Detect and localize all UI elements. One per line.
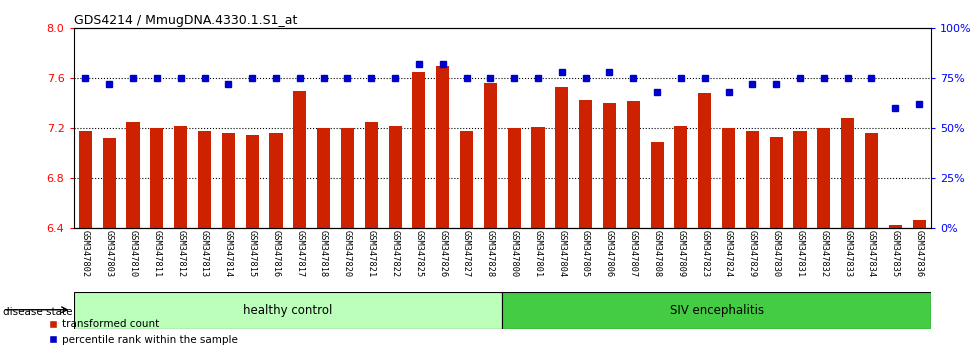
Text: GSM347803: GSM347803 [105, 230, 114, 277]
Text: GSM347807: GSM347807 [629, 230, 638, 277]
Bar [531, 127, 545, 228]
Text: GSM347830: GSM347830 [771, 230, 781, 277]
Bar [817, 129, 830, 228]
Bar [674, 126, 687, 228]
Text: SIV encephalitis: SIV encephalitis [669, 304, 763, 317]
Text: GSM347831: GSM347831 [796, 230, 805, 277]
Text: GSM347823: GSM347823 [701, 230, 710, 277]
Text: GSM347817: GSM347817 [295, 230, 304, 277]
Bar [198, 131, 211, 228]
Bar [318, 129, 330, 228]
Bar [508, 129, 520, 228]
Bar [341, 129, 354, 228]
Text: GSM347833: GSM347833 [843, 230, 853, 277]
Bar [74, 292, 502, 329]
Bar [651, 142, 663, 228]
Text: GSM347827: GSM347827 [462, 230, 471, 277]
Text: GSM347806: GSM347806 [605, 230, 613, 277]
Text: GSM347834: GSM347834 [867, 230, 876, 277]
Text: GSM347802: GSM347802 [81, 230, 90, 277]
Text: GSM347815: GSM347815 [248, 230, 257, 277]
Text: GSM347810: GSM347810 [128, 230, 137, 277]
Text: GSM347825: GSM347825 [415, 230, 423, 277]
Text: GSM347805: GSM347805 [581, 230, 590, 277]
Bar [103, 138, 116, 228]
Bar [126, 122, 139, 228]
Text: GSM347835: GSM347835 [891, 230, 900, 277]
Bar [603, 103, 616, 228]
Text: GSM347820: GSM347820 [343, 230, 352, 277]
Text: GSM347818: GSM347818 [319, 230, 328, 277]
Bar [769, 137, 783, 228]
Bar [556, 87, 568, 228]
Text: healthy control: healthy control [243, 304, 332, 317]
Text: GSM347800: GSM347800 [510, 230, 518, 277]
Text: GSM347822: GSM347822 [391, 230, 400, 277]
Bar [365, 122, 378, 228]
Bar [626, 101, 640, 228]
Text: GSM347836: GSM347836 [914, 230, 923, 277]
Bar [413, 72, 425, 228]
Bar [78, 131, 92, 228]
Text: GSM347814: GSM347814 [223, 230, 233, 277]
Text: GSM347813: GSM347813 [200, 230, 209, 277]
Bar [150, 129, 164, 228]
Bar [579, 99, 592, 228]
Bar [246, 135, 259, 228]
Bar [388, 126, 402, 228]
Bar [841, 118, 855, 228]
Bar [746, 131, 759, 228]
Text: GSM347832: GSM347832 [819, 230, 828, 277]
Bar [865, 133, 878, 228]
Bar [502, 292, 931, 329]
Text: GSM347812: GSM347812 [176, 230, 185, 277]
Text: GDS4214 / MmugDNA.4330.1.S1_at: GDS4214 / MmugDNA.4330.1.S1_at [74, 14, 297, 27]
Bar [174, 126, 187, 228]
Bar [698, 93, 711, 228]
Legend: transformed count, percentile rank within the sample: transformed count, percentile rank withi… [44, 315, 242, 349]
Text: GSM347826: GSM347826 [438, 230, 447, 277]
Bar [484, 83, 497, 228]
Bar [794, 131, 807, 228]
Text: GSM347821: GSM347821 [367, 230, 375, 277]
Bar [270, 133, 282, 228]
Text: GSM347828: GSM347828 [486, 230, 495, 277]
Bar [293, 91, 307, 228]
Text: GSM347809: GSM347809 [676, 230, 685, 277]
Text: GSM347829: GSM347829 [748, 230, 757, 277]
Text: GSM347804: GSM347804 [558, 230, 566, 277]
Text: GSM347811: GSM347811 [152, 230, 162, 277]
Text: disease state: disease state [3, 307, 73, 316]
Bar [722, 129, 735, 228]
Bar [436, 66, 449, 228]
Bar [912, 219, 926, 228]
Bar [221, 133, 235, 228]
Text: GSM347816: GSM347816 [271, 230, 280, 277]
Text: GSM347808: GSM347808 [653, 230, 662, 277]
Bar [460, 131, 473, 228]
Text: GSM347801: GSM347801 [533, 230, 543, 277]
Text: GSM347824: GSM347824 [724, 230, 733, 277]
Bar [889, 224, 902, 228]
